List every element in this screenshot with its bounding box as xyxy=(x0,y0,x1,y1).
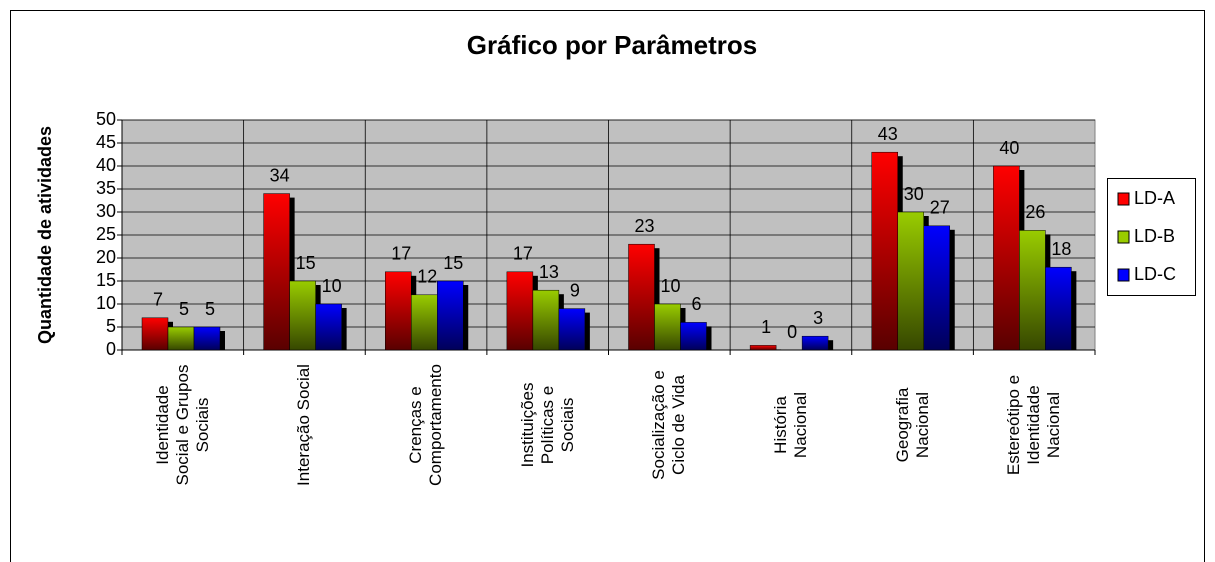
bar-shadow xyxy=(584,312,590,350)
value-label: 7 xyxy=(153,290,163,310)
x-tick-label: Instituições Políticas e Sociais xyxy=(517,382,577,468)
bar xyxy=(385,271,412,351)
x-tick-label: Estereótipo e Identidade Nacional xyxy=(1004,374,1064,476)
value-label: 30 xyxy=(904,184,924,204)
bar xyxy=(871,151,898,351)
bar-shadow xyxy=(776,349,782,350)
value-label: 5 xyxy=(205,299,215,319)
y-axis-title: Quantidade de atividades xyxy=(35,126,55,344)
bar xyxy=(1045,266,1072,351)
value-label: 10 xyxy=(660,276,680,296)
bar xyxy=(680,322,707,351)
y-tick-label: 50 xyxy=(96,109,116,129)
bar xyxy=(532,289,560,351)
x-tick-label: Identidade Social e Grupos Sociais xyxy=(152,364,212,486)
legend-swatch xyxy=(1117,268,1130,282)
bar xyxy=(167,326,195,351)
bar xyxy=(141,317,169,351)
y-tick-label: 35 xyxy=(96,178,116,198)
bar xyxy=(289,280,316,351)
x-tick-label: História Nacional xyxy=(770,391,810,459)
bar xyxy=(411,294,438,351)
bar-shadow xyxy=(706,326,712,350)
x-tick-label: Crenças e Comportamento xyxy=(406,364,446,486)
bar xyxy=(1019,230,1046,351)
y-tick-label: 45 xyxy=(96,132,116,152)
value-label: 17 xyxy=(513,244,533,264)
bar xyxy=(749,345,777,351)
value-label: 40 xyxy=(999,138,1019,158)
value-label: 34 xyxy=(270,165,290,185)
y-tick-label: 40 xyxy=(96,155,116,175)
value-label: 0 xyxy=(787,322,797,342)
value-label: 12 xyxy=(417,267,437,287)
value-label: 9 xyxy=(570,280,580,300)
value-label: 17 xyxy=(391,244,411,264)
bar-shadow xyxy=(289,197,295,350)
bar xyxy=(315,303,342,351)
value-label: 5 xyxy=(179,299,189,319)
bar xyxy=(193,326,221,351)
value-label: 3 xyxy=(813,308,823,328)
bar-shadow xyxy=(463,285,469,350)
value-label: 23 xyxy=(634,216,654,236)
y-tick-label: 5 xyxy=(106,316,116,336)
bar xyxy=(654,303,681,351)
legend-label: LD-B xyxy=(1134,226,1175,246)
value-label: 26 xyxy=(1025,202,1045,222)
bar xyxy=(897,211,924,351)
value-label: 6 xyxy=(691,294,701,314)
value-label: 18 xyxy=(1051,239,1071,259)
value-label: 43 xyxy=(878,124,898,144)
legend-swatch xyxy=(1117,192,1130,206)
bar xyxy=(263,193,290,351)
y-tick-label: 15 xyxy=(96,270,116,290)
bar xyxy=(993,165,1020,351)
bar-shadow xyxy=(828,340,834,350)
legend-label: LD-C xyxy=(1134,264,1176,284)
bar xyxy=(506,271,534,351)
bar xyxy=(628,243,655,351)
legend-swatch xyxy=(1117,230,1130,244)
bar xyxy=(801,335,829,351)
value-label: 13 xyxy=(539,262,559,282)
value-label: 15 xyxy=(443,253,463,273)
bar-shadow xyxy=(654,248,660,350)
bar-shadow xyxy=(949,229,955,350)
bar-shadow xyxy=(220,331,225,350)
value-label: 15 xyxy=(296,253,316,273)
bar-shadow xyxy=(1071,271,1077,350)
bar xyxy=(437,280,464,351)
x-tick-label: Socialização e Ciclo de Vida xyxy=(649,370,689,480)
x-tick-label: Geografia Nacional xyxy=(892,387,932,463)
y-tick-label: 20 xyxy=(96,247,116,267)
value-label: 10 xyxy=(322,276,342,296)
bar xyxy=(558,308,586,351)
bar xyxy=(923,225,950,351)
value-label: 1 xyxy=(761,317,771,337)
y-tick-label: 0 xyxy=(106,339,116,359)
chart-title: Gráfico por Parâmetros xyxy=(467,30,757,60)
y-tick-label: 10 xyxy=(96,293,116,313)
y-tick-label: 30 xyxy=(96,201,116,221)
legend-label: LD-A xyxy=(1134,188,1175,208)
x-tick-label: Interação Social xyxy=(294,364,314,486)
bar-shadow xyxy=(341,308,347,350)
y-tick-label: 25 xyxy=(96,224,116,244)
value-label: 27 xyxy=(930,198,950,218)
